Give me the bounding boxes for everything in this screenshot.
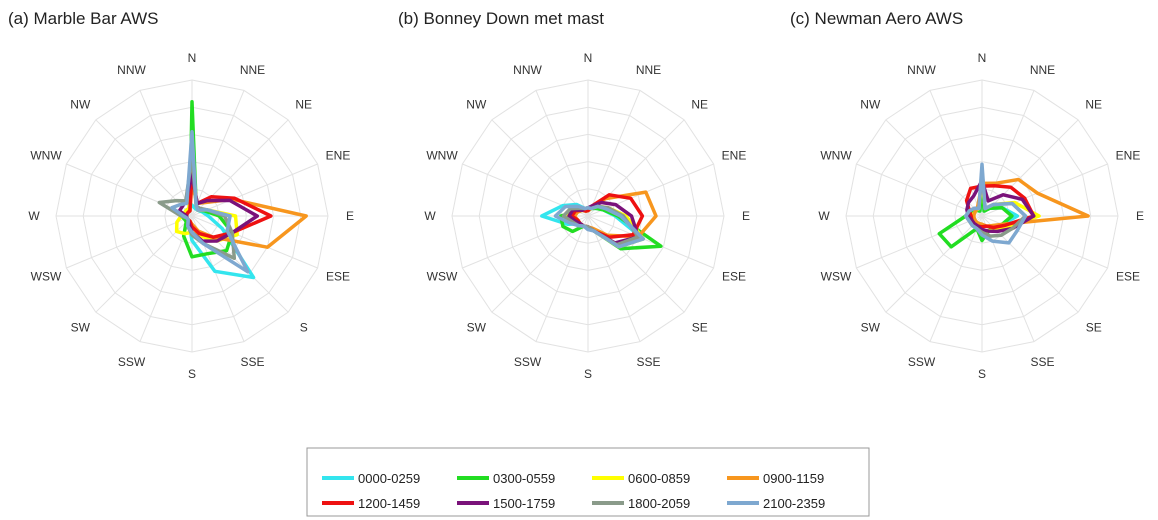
direction-label: SW: [71, 321, 91, 335]
radar-panel-marble-bar: (a) Marble Bar AWS N NNE NE ENE E ESE S SSE S SSW…: [8, 9, 354, 381]
direction-label: WSW: [427, 270, 458, 284]
direction-label: ENE: [722, 149, 747, 163]
direction-label: W: [424, 209, 436, 223]
legend-box: [306, 447, 870, 517]
direction-label: NE: [1085, 97, 1102, 111]
legend-label: 1800-2059: [628, 496, 690, 511]
direction-label: WSW: [31, 270, 62, 284]
series-line: [963, 162, 1028, 245]
series-lines: [540, 190, 663, 251]
grid-spoke: [885, 215, 983, 313]
legend: 0000-0259 0300-0559 0600-0859 0900-1159 1200…: [306, 447, 870, 517]
grid-spoke: [535, 90, 589, 217]
direction-label: NNW: [907, 63, 936, 77]
direction-label: SSW: [514, 355, 542, 369]
grid-spoke: [981, 90, 1035, 217]
direction-label: SSW: [908, 355, 936, 369]
series-line: [937, 176, 1014, 249]
direction-label: SW: [861, 321, 881, 335]
legend-label: 0600-0859: [628, 471, 690, 486]
grid-spoke: [981, 119, 1079, 217]
direction-label: WNW: [426, 149, 458, 163]
direction-label: NE: [691, 97, 708, 111]
radar-grid: [451, 79, 725, 353]
series-line: [972, 177, 1090, 228]
direction-label: NNW: [513, 63, 542, 77]
direction-label: SE: [1086, 321, 1102, 335]
direction-labels: N NNE NE ENE E ESE SE SSE S SSW SW WSW W WNW NW NNW: [424, 51, 750, 381]
direction-label: NW: [70, 97, 91, 111]
direction-label: ENE: [1116, 149, 1141, 163]
direction-label: WNW: [30, 149, 62, 163]
direction-label: N: [978, 51, 987, 65]
legend-label: 1200-1459: [358, 496, 420, 511]
grid-spoke: [587, 215, 641, 342]
grid-spoke: [929, 215, 983, 342]
grid-spoke: [139, 90, 193, 217]
direction-label: E: [346, 209, 354, 223]
series-line: [965, 178, 1036, 234]
series-line: [553, 204, 646, 249]
radar-panel-bonney-down: (b) Bonney Down met mast N NNE NE ENE E ESE SE…: [398, 9, 750, 381]
direction-label: NE: [295, 97, 312, 111]
direction-label: NW: [466, 97, 487, 111]
grid-spoke: [535, 215, 589, 342]
direction-label: SSE: [240, 355, 264, 369]
direction-label: N: [188, 51, 197, 65]
direction-label: ESE: [326, 270, 350, 284]
direction-label: W: [818, 209, 830, 223]
direction-label: NNE: [1030, 63, 1055, 77]
direction-label: WSW: [821, 270, 852, 284]
panel-title: (c) Newman Aero AWS: [790, 9, 963, 28]
direction-label: SW: [467, 321, 487, 335]
direction-label: SE: [692, 321, 708, 335]
series-line: [170, 129, 250, 274]
grid-spoke: [191, 215, 289, 313]
direction-label: S: [584, 367, 592, 381]
grid-spoke: [856, 163, 983, 217]
direction-label: N: [584, 51, 593, 65]
legend-label: 2100-2359: [763, 496, 825, 511]
series-lines: [157, 100, 308, 280]
series-lines: [937, 162, 1090, 249]
grid-spoke: [491, 119, 589, 217]
direction-label: SSW: [118, 355, 146, 369]
grid-spoke: [191, 163, 318, 217]
direction-labels: N NNE NE ENE E ESE SE SSE S SSW SW WSW W WNW NW NNW: [818, 51, 1144, 381]
radar-panel-newman-aero: (c) Newman Aero AWS NNNENEENEEESESESSESS…: [790, 9, 1144, 381]
direction-label: NNE: [240, 63, 265, 77]
grid-spoke: [856, 215, 983, 269]
radar-grid: [845, 79, 1119, 353]
grid-spoke: [587, 90, 641, 217]
direction-label: SSE: [636, 355, 660, 369]
legend-label: 0300-0559: [493, 471, 555, 486]
legend-label: 0000-0259: [358, 471, 420, 486]
grid-spoke: [191, 90, 245, 217]
direction-label: W: [28, 209, 40, 223]
legend-label: 0900-1159: [763, 471, 824, 486]
direction-label: ENE: [326, 149, 351, 163]
direction-label: ESE: [1116, 270, 1140, 284]
direction-label: NNE: [636, 63, 661, 77]
direction-label: E: [742, 209, 750, 223]
direction-label: NNW: [117, 63, 146, 77]
direction-label: S: [978, 367, 986, 381]
direction-label: E: [1136, 209, 1144, 223]
grid-spoke: [587, 215, 714, 269]
grid-spoke: [191, 215, 318, 269]
legend-items: 0000-0259 0300-0559 0600-0859 0900-1159 1200…: [322, 471, 825, 511]
direction-label: S: [188, 367, 196, 381]
direction-label: WNW: [820, 149, 852, 163]
legend-label: 1500-1759: [493, 496, 555, 511]
direction-label: SSE: [1030, 355, 1054, 369]
panel-title: (a) Marble Bar AWS: [8, 9, 159, 28]
direction-label: S: [300, 321, 308, 335]
direction-label: ESE: [722, 270, 746, 284]
series-line: [184, 170, 273, 239]
panel-title: (b) Bonney Down met mast: [398, 9, 604, 28]
direction-label: NW: [860, 97, 881, 111]
direction-labels: N NNE NE ENE E ESE S SSE S SSW SW WSW W WNW NW NNW: [28, 51, 354, 381]
grid-spoke: [66, 215, 193, 269]
